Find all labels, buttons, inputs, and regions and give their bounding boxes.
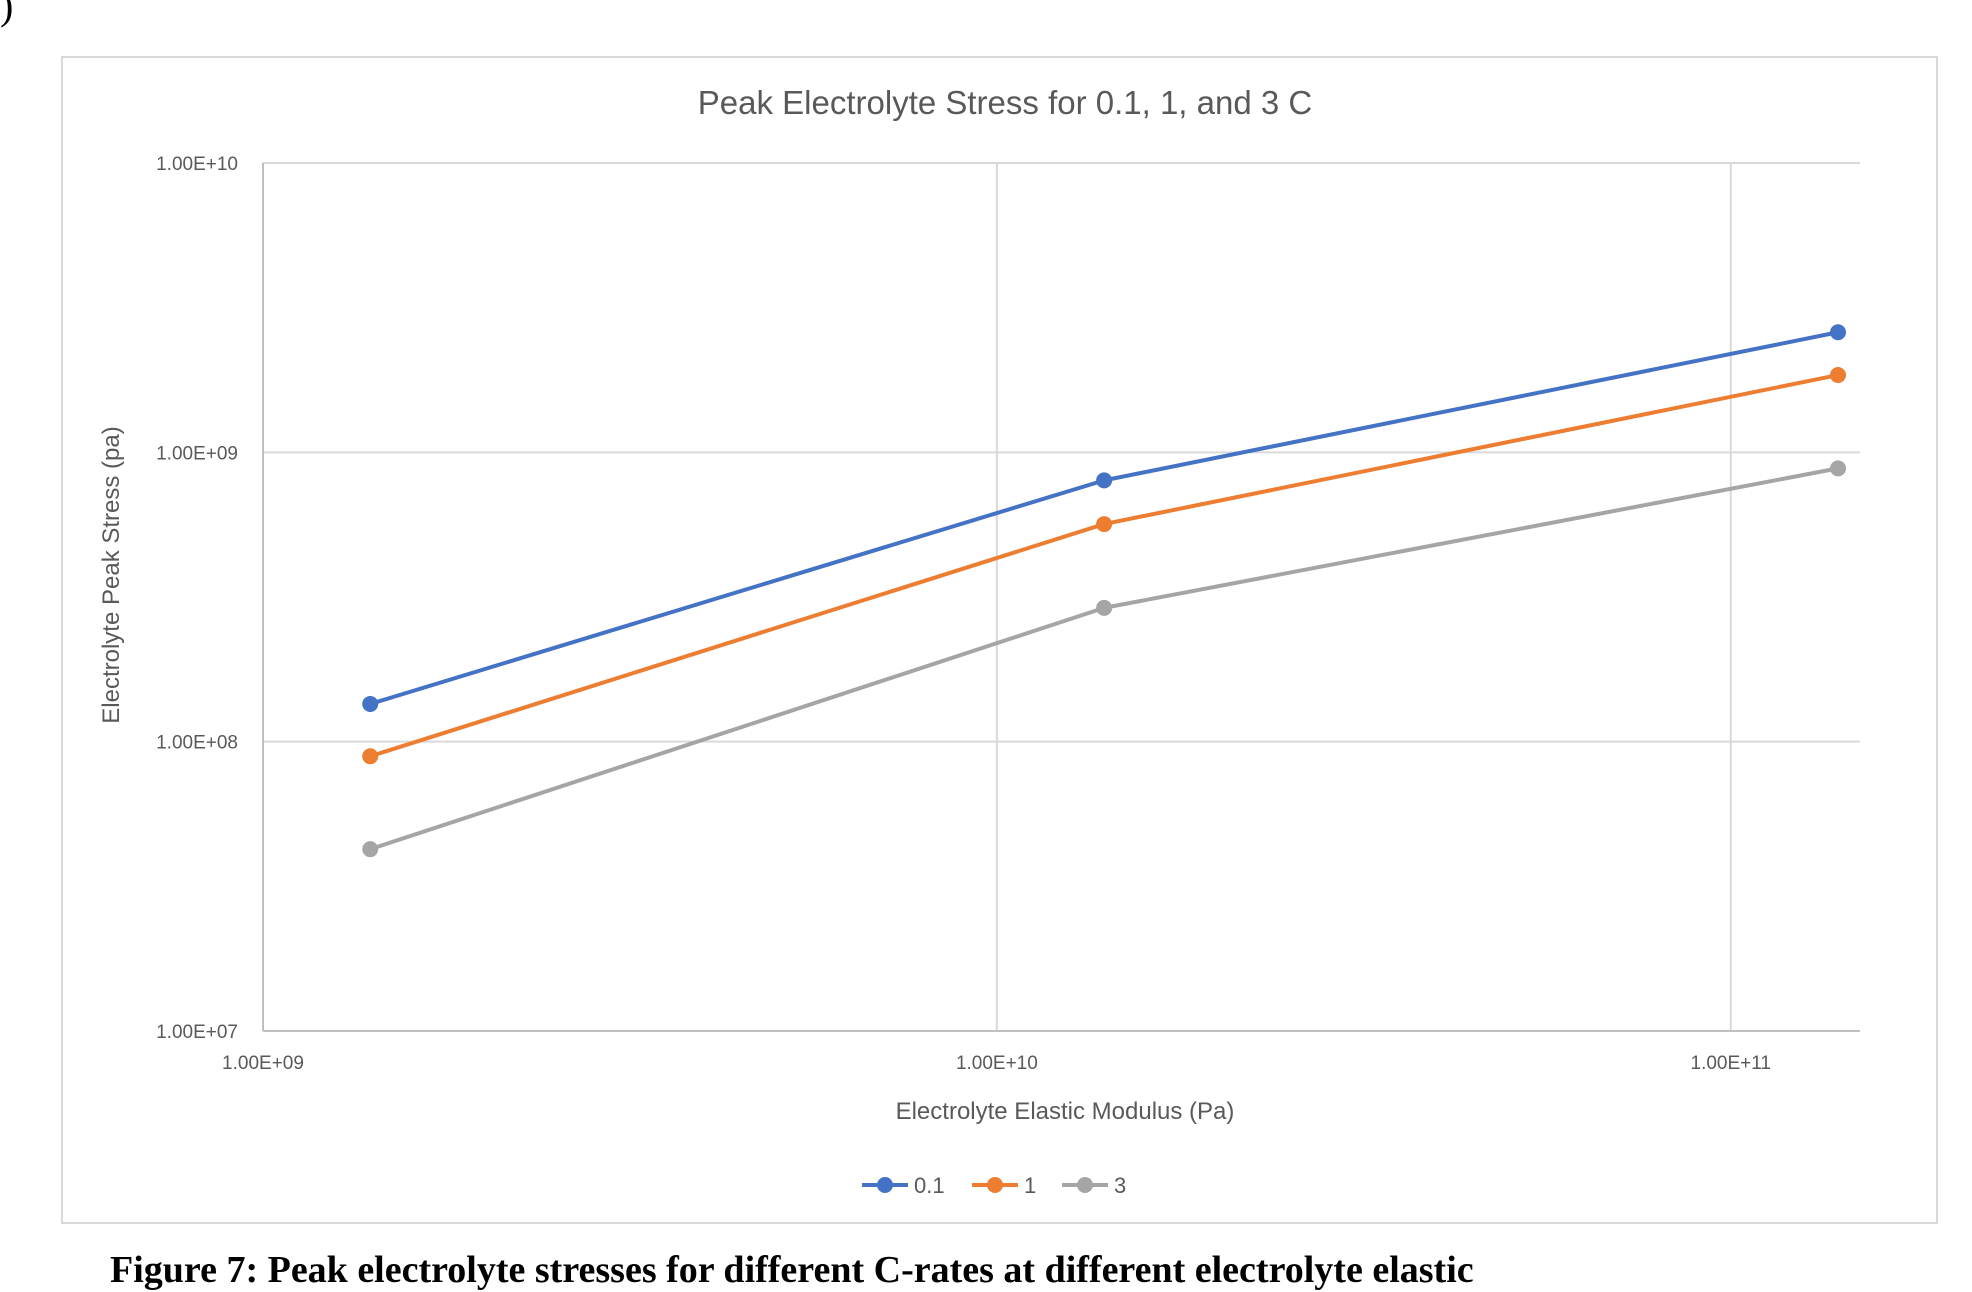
legend: 0.1 1 3	[862, 1173, 1126, 1198]
y-tick-label: 1.00E+07	[156, 1022, 238, 1043]
data-point-0.1	[1096, 472, 1113, 489]
y-tick-label: 1.00E+09	[156, 443, 238, 464]
legend-label-3: 3	[1114, 1173, 1126, 1198]
data-point-1	[362, 748, 379, 765]
data-point-1	[1830, 367, 1847, 384]
x-tick-label: 1.00E+10	[956, 1053, 1038, 1074]
chart-svg: 1.00E+07 1.00E+08 1.00E+09 1.00E+10 1.00E+09…	[98, 84, 1860, 1198]
legend-marker-0.1	[877, 1177, 893, 1193]
data-point-0.1	[1830, 324, 1847, 341]
series-line-1	[368, 373, 1841, 759]
data-point-0.1	[362, 695, 379, 712]
x-tick-label: 1.00E+11	[1691, 1053, 1771, 1074]
chart-frame: 1.00E+07 1.00E+08 1.00E+09 1.00E+10 1.00E+09…	[61, 56, 1938, 1224]
data-point-3	[362, 841, 379, 858]
legend-label-1: 1	[1024, 1173, 1036, 1198]
y-axis-label: Electrolyte Peak Stress (pa)	[98, 426, 125, 723]
y-tick-label: 1.00E+10	[156, 154, 238, 175]
y-tick-label: 1.00E+08	[156, 733, 238, 754]
data-point-3	[1830, 460, 1847, 477]
page-corner-fragment: )	[0, 0, 14, 28]
x-axis-label: Electrolyte Elastic Modulus (Pa)	[896, 1098, 1235, 1125]
legend-label-0.1: 0.1	[914, 1173, 945, 1198]
data-point-3	[1096, 599, 1113, 616]
figure-caption: Figure 7: Peak electrolyte stresses for …	[110, 1249, 1474, 1291]
legend-marker-3	[1077, 1177, 1093, 1193]
chart-title: Peak Electrolyte Stress for 0.1, 1, and …	[698, 84, 1312, 121]
data-point-1	[1096, 516, 1113, 533]
legend-marker-1	[987, 1177, 1003, 1193]
x-tick-label: 1.00E+09	[222, 1053, 304, 1074]
